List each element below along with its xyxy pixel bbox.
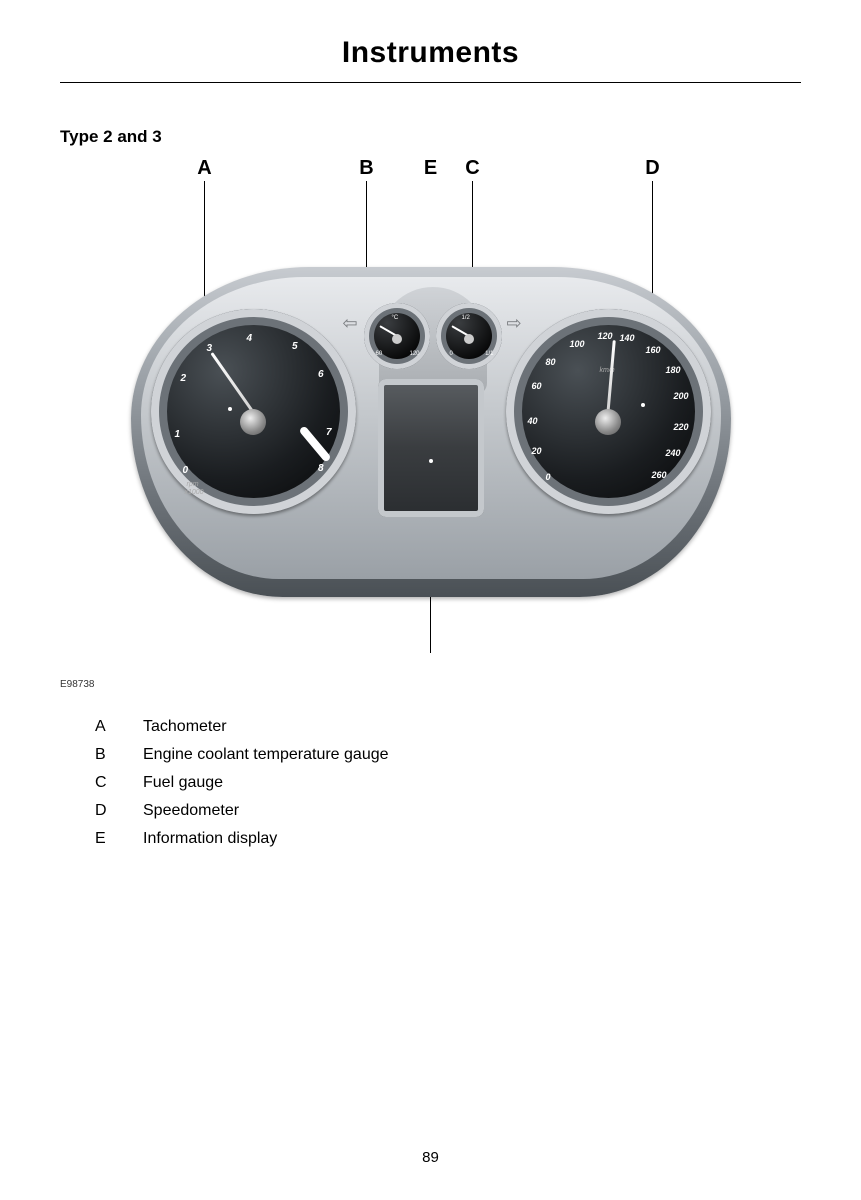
spd-260: 260 bbox=[651, 470, 666, 480]
turn-left-icon: ⇦ bbox=[343, 313, 358, 334]
fuel-hub bbox=[464, 334, 474, 344]
page-title: Instruments bbox=[0, 0, 861, 82]
temp-max: 120 bbox=[409, 351, 419, 357]
legend-text: Tachometer bbox=[143, 718, 227, 736]
legend-letter: C bbox=[95, 774, 143, 792]
spd-240: 240 bbox=[665, 448, 680, 458]
spd-40: 40 bbox=[528, 416, 538, 426]
tach-8: 8 bbox=[318, 463, 324, 474]
cluster-housing: ⇦ ⇨ 60 120 °C 0 1/1 1/2 0 1 2 3 bbox=[131, 267, 731, 597]
legend-text: Fuel gauge bbox=[143, 774, 223, 792]
spd-220: 220 bbox=[673, 422, 688, 432]
legend-letter: E bbox=[95, 830, 143, 848]
information-display bbox=[378, 379, 484, 517]
spd-160: 160 bbox=[645, 345, 660, 355]
legend-row-A: A Tachometer bbox=[95, 718, 861, 736]
legend-text: Engine coolant temperature gauge bbox=[143, 746, 389, 764]
spd-200: 200 bbox=[673, 391, 688, 401]
speedo-hub bbox=[595, 409, 621, 435]
instrument-figure: A B C D E ⇦ ⇨ 60 120 °C 0 1/1 1/2 bbox=[61, 157, 801, 687]
callout-dot-E bbox=[429, 459, 433, 463]
legend-row-B: B Engine coolant temperature gauge bbox=[95, 746, 861, 764]
spd-140: 140 bbox=[619, 333, 634, 343]
temp-hub bbox=[392, 334, 402, 344]
legend-row-D: D Speedometer bbox=[95, 802, 861, 820]
speedometer: 0 20 40 60 80 100 120 140 160 180 200 22… bbox=[506, 309, 711, 514]
callout-C: C bbox=[461, 157, 485, 180]
tach-0: 0 bbox=[183, 465, 189, 476]
spd-60: 60 bbox=[532, 381, 542, 391]
spd-120: 120 bbox=[598, 331, 613, 341]
spd-80: 80 bbox=[546, 357, 556, 367]
callout-E: E bbox=[419, 157, 443, 180]
temp-mid: °C bbox=[392, 315, 399, 321]
tach-unit1: rpm bbox=[187, 481, 199, 488]
temp-gauge: 60 120 °C bbox=[364, 303, 430, 369]
fuel-min: 0 bbox=[450, 351, 453, 357]
tach-7: 7 bbox=[326, 427, 332, 438]
tach-4: 4 bbox=[247, 333, 253, 344]
subtitle: Type 2 and 3 bbox=[60, 127, 861, 147]
fuel-mid: 1/2 bbox=[462, 315, 470, 321]
tach-2: 2 bbox=[181, 373, 187, 384]
callout-B: B bbox=[355, 157, 379, 180]
legend-letter: D bbox=[95, 802, 143, 820]
legend-letter: B bbox=[95, 746, 143, 764]
legend-row-C: C Fuel gauge bbox=[95, 774, 861, 792]
spd-0: 0 bbox=[546, 472, 551, 482]
title-rule bbox=[60, 82, 801, 83]
spd-20: 20 bbox=[532, 446, 542, 456]
legend-text: Information display bbox=[143, 830, 277, 848]
fuel-max: 1/1 bbox=[485, 351, 493, 357]
legend-row-E: E Information display bbox=[95, 830, 861, 848]
tach-hub bbox=[240, 409, 266, 435]
turn-right-icon: ⇨ bbox=[507, 313, 522, 334]
tach-unit2: x1000 bbox=[185, 489, 204, 496]
spd-180: 180 bbox=[665, 365, 680, 375]
callout-D: D bbox=[641, 157, 665, 180]
tach-5: 5 bbox=[292, 341, 298, 352]
legend-text: Speedometer bbox=[143, 802, 239, 820]
callout-A: A bbox=[193, 157, 217, 180]
temp-min: 60 bbox=[376, 351, 383, 357]
fuel-gauge: 0 1/1 1/2 bbox=[436, 303, 502, 369]
page-number: 89 bbox=[0, 1149, 861, 1166]
legend: A Tachometer B Engine coolant temperatur… bbox=[95, 718, 861, 848]
tachometer: 0 1 2 3 4 5 6 7 8 rpm x1000 bbox=[151, 309, 356, 514]
tach-6: 6 bbox=[318, 369, 324, 380]
spd-100: 100 bbox=[570, 339, 585, 349]
tach-1: 1 bbox=[175, 429, 181, 440]
legend-letter: A bbox=[95, 718, 143, 736]
